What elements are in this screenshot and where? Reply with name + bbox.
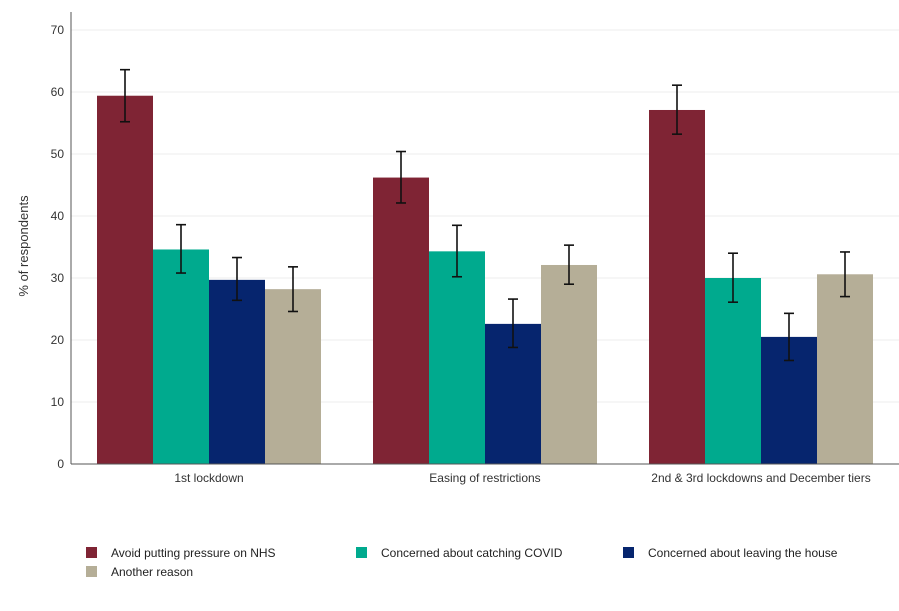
legend-label: Another reason [111, 565, 193, 579]
bar [817, 274, 873, 464]
legend: Avoid putting pressure on NHS Concerned a… [86, 546, 838, 579]
legend-label: Concerned about leaving the house [648, 546, 838, 560]
legend-item: Concerned about catching COVID [356, 546, 563, 560]
legend-swatch [623, 547, 634, 558]
legend-swatch [86, 547, 97, 558]
axes: 0 10 20 30 40 50 60 70 1st lockdown Easing of res… [51, 12, 899, 485]
bars [97, 95, 873, 464]
bar [429, 251, 485, 464]
bar [649, 109, 705, 464]
y-tick-label: 20 [51, 333, 65, 347]
legend-label: Avoid putting pressure on NHS [111, 546, 276, 560]
x-tick-label: 2nd & 3rd lockdowns and December tiers [651, 471, 870, 485]
y-tick-label: 40 [51, 209, 65, 223]
y-tick-label: 50 [51, 147, 65, 161]
bar [209, 279, 265, 464]
legend-swatch [356, 547, 367, 558]
bar [265, 289, 321, 464]
legend-item: Concerned about leaving the house [623, 546, 838, 560]
y-tick-label: 10 [51, 395, 65, 409]
y-tick-label: 60 [51, 85, 65, 99]
legend-label: Concerned about catching COVID [381, 546, 563, 560]
bar [153, 249, 209, 464]
x-tick-label: 1st lockdown [174, 471, 243, 485]
legend-swatch [86, 566, 97, 577]
bar [97, 95, 153, 464]
bar [373, 177, 429, 464]
legend-item: Another reason [86, 565, 193, 579]
error-bars [120, 68, 850, 362]
x-tick-label: Easing of restrictions [429, 471, 540, 485]
bar [705, 278, 761, 464]
y-axis-title: % of respondents [16, 195, 31, 297]
legend-item: Avoid putting pressure on NHS [86, 546, 276, 560]
y-tick-label: 70 [51, 23, 65, 37]
bar [541, 264, 597, 464]
y-tick-label: 0 [57, 457, 64, 471]
y-tick-label: 30 [51, 271, 65, 285]
